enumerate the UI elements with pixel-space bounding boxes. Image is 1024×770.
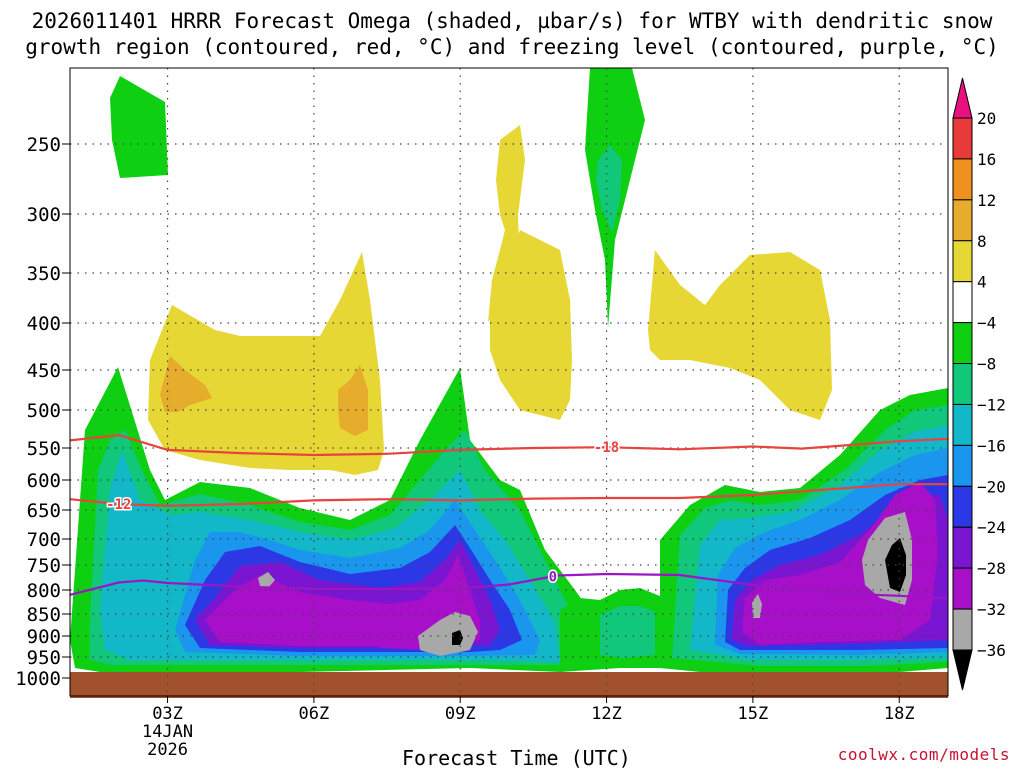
colorbar-label: −8 <box>977 355 996 374</box>
colorbar-swatch <box>952 240 973 283</box>
omega-region <box>148 252 384 475</box>
colorbar-label: −36 <box>977 641 1006 660</box>
contour--12 <box>69 483 948 507</box>
y-tick-label: 900 <box>27 626 61 648</box>
colorbar-label: 8 <box>977 232 987 251</box>
colorbar: 20 16 12 8 4 −4 −8 −12 −16 −20 −24 −28 −32 −36 <box>952 77 1006 691</box>
x-tick-label: 03Z <box>152 704 183 724</box>
y-tick-label: 250 <box>27 134 61 156</box>
chart-title-line-1: 2026011401 HRRR Forecast Omega (shaded, … <box>31 9 993 33</box>
colorbar-swatch <box>952 363 973 405</box>
y-tick-label: 800 <box>27 580 61 602</box>
colorbar-label: 16 <box>977 150 996 169</box>
colorbar-swatch <box>952 117 973 160</box>
omega-region <box>600 606 655 658</box>
contour-0 <box>69 572 949 600</box>
y-axis-ticks: 2503003504004505005506006507007508008509… <box>15 134 70 690</box>
contour-label: -18 <box>594 440 619 456</box>
omega-region <box>490 230 572 420</box>
colorbar-swatch <box>952 526 973 569</box>
chart-title-line-2: growth region (contoured, red, °C) and f… <box>25 35 999 59</box>
omega-region <box>258 572 275 588</box>
omega-region <box>418 612 478 656</box>
x-tick-label: 15Z <box>738 704 769 724</box>
y-tick-label: 1000 <box>15 668 61 690</box>
y-tick-label: 550 <box>27 438 61 460</box>
colorbar-swatch <box>952 444 973 487</box>
chart-title: 2026011401 HRRR Forecast Omega (shaded, … <box>0 8 1024 60</box>
colorbar-label: −20 <box>977 477 1006 496</box>
x-tick-date-label: 14JAN <box>142 722 193 742</box>
omega-region <box>752 594 762 618</box>
colorbar-swatch <box>952 403 973 446</box>
y-tick-label: 350 <box>27 263 61 285</box>
omega-region <box>110 76 168 178</box>
omega-region <box>160 356 212 412</box>
x-axis-title: Forecast Time (UTC) <box>402 746 631 770</box>
omega-region <box>452 630 463 645</box>
contour--18 <box>69 433 949 457</box>
x-tick-label: 18Z <box>884 704 915 724</box>
colorbar-swatch <box>952 567 973 610</box>
colorbar-label: 20 <box>977 109 996 128</box>
y-tick-label: 400 <box>27 313 61 335</box>
omega-shading <box>70 68 948 672</box>
colorbar-label: −28 <box>977 559 1006 578</box>
x-tick-label: 06Z <box>299 704 330 724</box>
y-tick-label: 450 <box>27 360 61 382</box>
y-tick-label: 650 <box>27 500 61 522</box>
colorbar-label: 4 <box>977 273 987 292</box>
colorbar-swatch <box>952 322 973 365</box>
y-tick-label: 500 <box>27 400 61 422</box>
colorbar-swatch <box>952 281 973 324</box>
colorbar-label: −4 <box>977 314 996 333</box>
omega-region <box>596 145 622 232</box>
colorbar-swatch <box>952 199 973 242</box>
y-tick-label: 600 <box>27 470 61 492</box>
y-tick-label: 750 <box>27 555 61 577</box>
y-tick-label: 850 <box>27 604 61 626</box>
y-tick-label: 300 <box>27 204 61 226</box>
contour-label: -12 <box>106 497 131 513</box>
colorbar-swatch <box>952 485 973 528</box>
x-tick-label: 09Z <box>445 704 476 724</box>
colorbar-swatch <box>952 608 973 651</box>
credit-link[interactable]: coolwx.com/models <box>837 745 1010 764</box>
plot-area: -18 -12 0 <box>69 67 949 698</box>
y-tick-label: 950 <box>27 647 61 669</box>
terrain-band <box>70 672 948 698</box>
plot-frame <box>69 67 949 697</box>
omega-region <box>648 250 832 420</box>
x-tick-date-label: 2026 <box>147 740 188 760</box>
contour-label: 0 <box>549 569 557 585</box>
y-tick-label: 700 <box>27 529 61 551</box>
colorbar-bottom-arrow <box>952 649 973 691</box>
colorbar-label: −24 <box>977 518 1006 537</box>
colorbar-top-arrow <box>952 77 973 119</box>
contour-lines: -18 -12 0 <box>69 433 949 600</box>
colorbar-label: −12 <box>977 395 1006 414</box>
colorbar-label: −16 <box>977 436 1006 455</box>
colorbar-swatch <box>952 158 973 201</box>
colorbar-label: −32 <box>977 600 1006 619</box>
x-tick-label: 12Z <box>591 704 622 724</box>
colorbar-label: 12 <box>977 191 996 210</box>
omega-region <box>338 365 368 436</box>
